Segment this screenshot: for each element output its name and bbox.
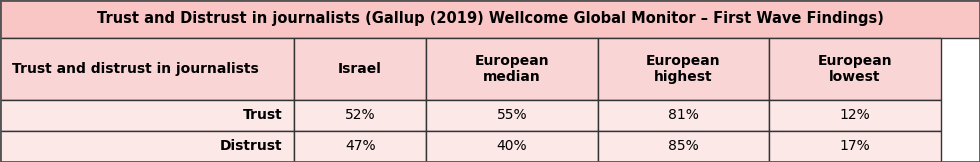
Bar [294, 100, 426, 131]
Bar [294, 131, 426, 162]
Text: 81%: 81% [668, 109, 699, 122]
Bar [769, 100, 941, 131]
Bar [769, 38, 941, 100]
Text: 47%: 47% [345, 139, 375, 154]
Text: 55%: 55% [497, 109, 527, 122]
Text: Trust: Trust [242, 109, 282, 122]
Text: 85%: 85% [668, 139, 699, 154]
Text: Distrust: Distrust [220, 139, 282, 154]
Bar [598, 100, 769, 131]
Bar [294, 38, 426, 100]
Bar [0, 100, 294, 131]
Bar [0, 131, 294, 162]
Text: Israel: Israel [338, 62, 382, 76]
Bar [769, 131, 941, 162]
Text: Trust and Distrust in journalists (Gallup (2019) Wellcome Global Monitor – First: Trust and Distrust in journalists (Gallu… [97, 12, 883, 27]
Bar [598, 131, 769, 162]
Bar [426, 100, 598, 131]
Bar [0, 38, 294, 100]
Bar [426, 131, 598, 162]
Text: European
median: European median [474, 54, 550, 84]
Bar [0, 0, 980, 38]
Bar [598, 38, 769, 100]
Text: 17%: 17% [840, 139, 870, 154]
Text: 12%: 12% [840, 109, 870, 122]
Bar [426, 38, 598, 100]
Text: Trust and distrust in journalists: Trust and distrust in journalists [12, 62, 259, 76]
Text: European
highest: European highest [646, 54, 721, 84]
Text: 52%: 52% [345, 109, 375, 122]
Text: European
lowest: European lowest [817, 54, 893, 84]
Text: 40%: 40% [497, 139, 527, 154]
